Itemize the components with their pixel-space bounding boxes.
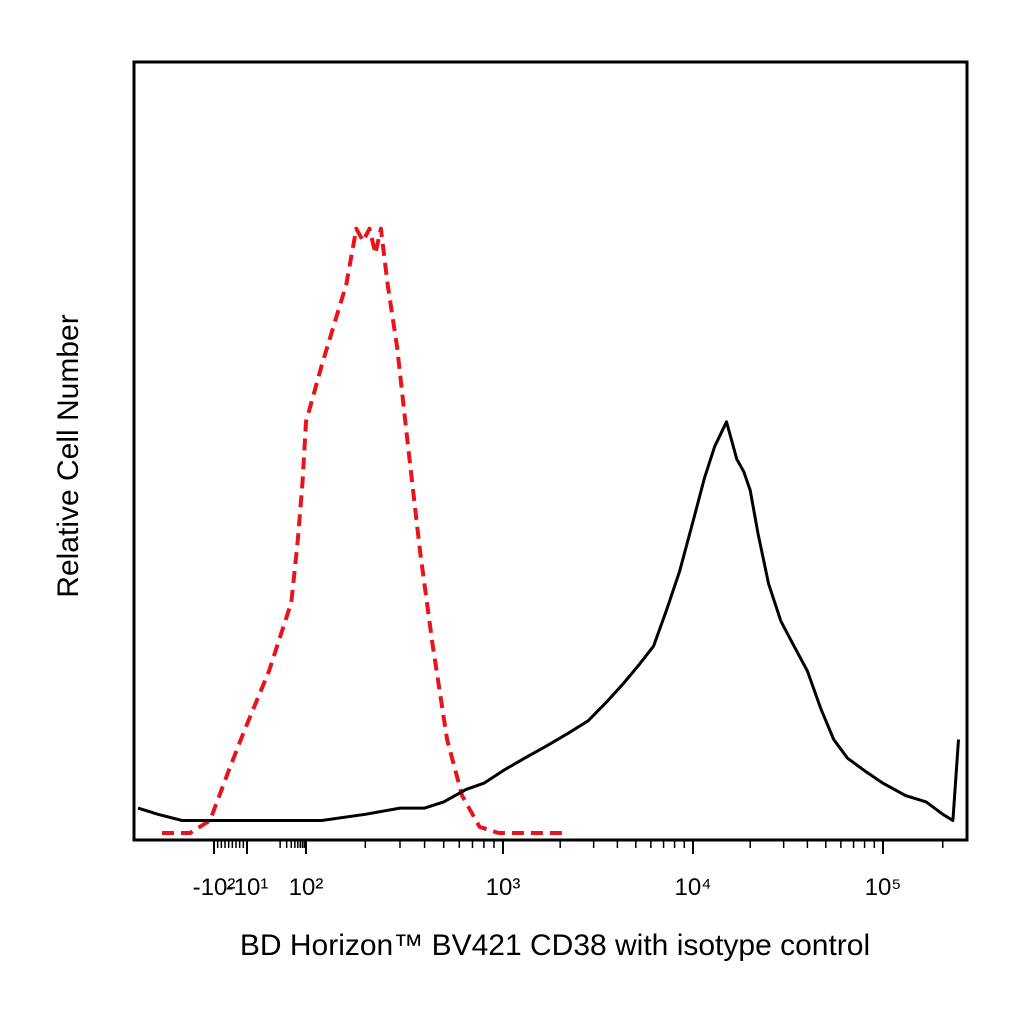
x-tick-label: 10⁵ [865,874,902,901]
cd38-stained-line [137,420,960,822]
isotype-control-line [162,226,569,835]
x-minor-ticks [216,840,944,848]
x-tick-labels: -10²-10¹ 10² 10³ 10⁴ 10⁵ [193,874,902,901]
plot-frame [132,60,969,842]
x-tick-label: 10³ [486,874,521,901]
x-axis-label: BD Horizon™ BV421 CD38 with isotype cont… [240,929,870,962]
x-tick-label: -10¹ [226,874,269,901]
x-tick-label: 10⁴ [674,874,711,901]
x-tick-label: 10² [289,874,324,901]
x-ticks [213,840,884,854]
x-tick-label: -10² [193,874,236,901]
series-layer [137,226,960,835]
y-axis-label: Relative Cell Number [52,314,85,597]
